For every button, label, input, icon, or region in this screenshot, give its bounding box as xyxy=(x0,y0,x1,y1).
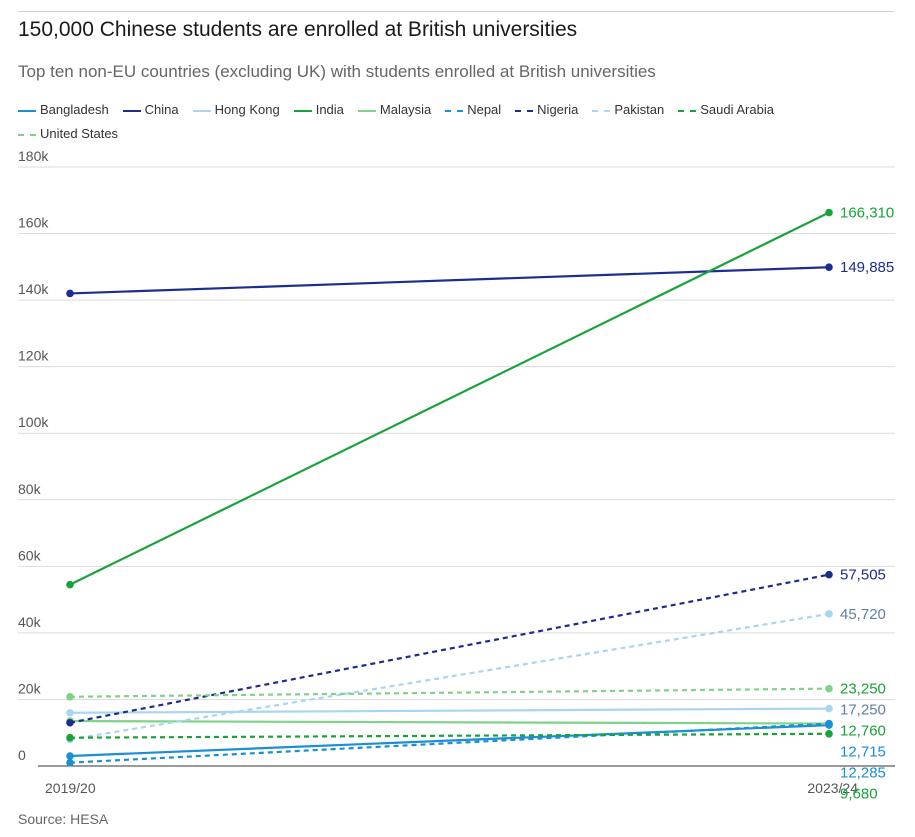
x-tick-label: 2023/24 xyxy=(807,780,858,796)
data-point xyxy=(66,708,74,717)
data-point xyxy=(825,704,833,713)
data-label-india: 166,310 xyxy=(840,205,894,222)
data-point xyxy=(825,684,833,693)
legend-item: China xyxy=(122,98,179,122)
data-point xyxy=(825,729,833,738)
series-line-hong-kong xyxy=(69,707,830,714)
data-point xyxy=(66,580,74,589)
data-label-nigeria: 57,505 xyxy=(840,567,886,584)
legend-label: Bangladesh xyxy=(40,102,109,117)
series-line-nepal xyxy=(69,722,830,764)
legend-item: Malaysia xyxy=(357,98,432,122)
legend-swatch xyxy=(18,133,36,136)
data-label-bangladesh: 12,285 xyxy=(840,765,886,782)
chart-subtitle: Top ten non-EU countries (excluding UK) … xyxy=(18,62,656,81)
data-point xyxy=(66,718,74,727)
y-tick-label: 140k xyxy=(18,281,49,297)
legend-swatch xyxy=(678,109,697,112)
legend-swatch xyxy=(515,109,534,112)
legend-item: Nepal xyxy=(445,98,501,122)
series-line-china xyxy=(69,266,830,295)
legend-label: Nepal xyxy=(467,102,502,117)
chart-title: 150,000 Chinese students are enrolled at… xyxy=(18,18,578,41)
y-tick-label: 40k xyxy=(18,614,42,630)
legend-label: Malaysia xyxy=(379,102,432,117)
series-line-malaysia xyxy=(69,719,830,725)
legend: Bangladesh China Hong Kong India Malaysia Nep… xyxy=(18,98,838,146)
y-tick-label: 180k xyxy=(18,148,49,164)
y-tick-label: 20k xyxy=(18,680,42,696)
legend-item: Nigeria xyxy=(515,98,578,122)
legend-swatch xyxy=(445,109,464,112)
data-label-malaysia: 12,760 xyxy=(840,723,886,740)
legend-label: Hong Kong xyxy=(214,102,280,117)
data-point xyxy=(66,289,74,298)
series-line-bangladesh xyxy=(69,724,830,758)
legend-label: United States xyxy=(40,126,119,141)
x-tick-label: 2019/20 xyxy=(45,780,96,796)
y-tick-label: 60k xyxy=(18,547,42,563)
legend-swatch xyxy=(18,109,36,112)
legend-item: United States xyxy=(18,122,118,146)
legend-label: Saudi Arabia xyxy=(700,102,774,117)
data-point xyxy=(825,263,833,272)
data-point xyxy=(825,719,833,728)
source-note: Source: HESA xyxy=(18,811,109,827)
data-label-saudi-arabia: 9,680 xyxy=(840,786,878,803)
series-line-india xyxy=(69,211,830,586)
y-tick-label: 80k xyxy=(18,481,42,497)
data-point xyxy=(825,610,833,618)
legend-swatch xyxy=(592,109,611,112)
data-point xyxy=(66,733,74,742)
legend-item: India xyxy=(293,98,344,122)
data-point xyxy=(66,692,74,701)
data-point xyxy=(66,758,74,767)
data-point xyxy=(825,208,833,217)
legend-swatch xyxy=(122,109,141,112)
legend-label: Pakistan xyxy=(614,102,665,117)
legend-label: China xyxy=(144,102,179,117)
series-line-pakistan xyxy=(69,612,830,741)
top-rule xyxy=(18,11,894,12)
y-tick-label: 0 xyxy=(18,747,26,763)
legend-item: Saudi Arabia xyxy=(678,98,774,122)
y-tick-label: 160k xyxy=(18,215,49,231)
data-point xyxy=(825,570,833,579)
series-line-nigeria xyxy=(69,573,830,724)
data-label-united-states: 23,250 xyxy=(840,681,886,698)
data-label-pakistan: 45,720 xyxy=(840,606,886,623)
data-label-nepal: 12,715 xyxy=(840,744,886,761)
legend-item: Pakistan xyxy=(592,98,664,122)
legend-label: India xyxy=(315,102,344,117)
data-label-china: 149,885 xyxy=(840,259,894,276)
y-tick-label: 120k xyxy=(18,348,49,364)
series-line-saudi-arabia xyxy=(69,732,830,739)
legend-swatch xyxy=(192,109,211,112)
legend-item: Bangladesh xyxy=(18,98,109,122)
data-label-hong-kong: 17,250 xyxy=(840,702,886,719)
data-point xyxy=(66,752,74,760)
y-tick-label: 100k xyxy=(18,414,49,430)
legend-swatch xyxy=(357,109,376,112)
legend-swatch xyxy=(293,109,312,112)
legend-item: Hong Kong xyxy=(192,98,280,122)
series-line-united-states xyxy=(69,687,830,698)
legend-label: Nigeria xyxy=(537,102,579,117)
